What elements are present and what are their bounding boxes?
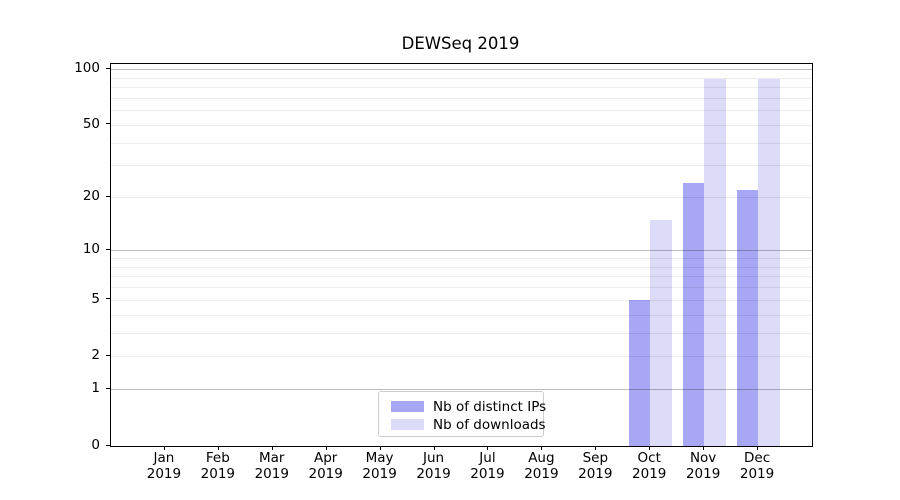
minor-gridline — [111, 124, 812, 126]
legend-swatch-distinct-ips — [391, 401, 424, 412]
y-tick-label: 2 — [91, 347, 100, 364]
legend-item-downloads: Nb of downloads — [391, 416, 546, 433]
y-tick-label: 1 — [91, 380, 100, 397]
minor-gridline — [111, 197, 812, 199]
y-axis-tick — [106, 444, 110, 446]
x-axis-tick — [325, 446, 327, 450]
minor-gridline — [111, 276, 812, 278]
y-axis-tick — [106, 67, 110, 69]
x-tick-label: Feb 2019 — [200, 450, 236, 482]
y-axis-tick — [106, 354, 110, 356]
x-axis-tick — [433, 446, 435, 450]
legend-swatch-downloads — [391, 419, 424, 430]
y-axis-tick — [106, 195, 110, 197]
x-tick-label: Oct 2019 — [632, 450, 667, 482]
bar-ips-nov — [682, 183, 705, 446]
x-axis-tick — [163, 446, 165, 450]
x-tick-label: Jun 2019 — [416, 450, 451, 482]
minor-gridline — [111, 356, 812, 358]
minor-gridline — [111, 110, 812, 112]
minor-gridline — [111, 142, 812, 144]
y-tick-label: 5 — [91, 290, 100, 307]
x-tick-label: Jan 2019 — [146, 450, 182, 482]
x-tick-label: Sep 2019 — [578, 450, 613, 482]
minor-gridline — [111, 287, 812, 289]
minor-gridline — [111, 97, 812, 99]
major-gridline — [111, 389, 812, 391]
x-axis-tick — [217, 446, 219, 450]
x-tick-label: Nov 2019 — [685, 450, 721, 482]
y-axis-tick — [106, 123, 110, 125]
chart-legend: Nb of distinct IPs Nb of downloads — [378, 391, 546, 437]
x-axis-tick — [487, 446, 489, 450]
bar-downloads-dec — [758, 79, 780, 446]
major-gridline — [111, 69, 812, 70]
x-axis-tick — [649, 446, 651, 450]
x-axis-tick — [271, 446, 273, 450]
y-axis-tick — [106, 387, 110, 389]
minor-gridline — [111, 165, 812, 167]
legend-item-distinct-ips: Nb of distinct IPs — [391, 398, 546, 415]
minor-gridline — [111, 299, 812, 301]
minor-gridline — [111, 257, 812, 259]
y-tick-label: 20 — [82, 188, 100, 205]
x-tick-label: Jul 2019 — [470, 450, 505, 482]
minor-gridline — [111, 314, 812, 316]
chart-title: DEWSeq 2019 — [401, 34, 520, 53]
y-tick-label: 50 — [82, 115, 100, 132]
y-axis-tick — [106, 248, 110, 250]
x-axis-tick — [379, 446, 381, 450]
bar-downloads-nov — [704, 79, 726, 446]
x-axis-tick — [703, 446, 705, 450]
y-tick-label: 0 — [91, 437, 100, 453]
major-gridline — [111, 250, 812, 252]
legend-label-downloads: Nb of downloads — [433, 416, 546, 433]
x-axis-tick — [757, 446, 759, 450]
x-tick-label: Mar 2019 — [254, 450, 289, 482]
minor-gridline — [111, 77, 812, 79]
y-tick-label: 10 — [82, 241, 100, 258]
x-axis-tick — [595, 446, 597, 450]
x-tick-label: Aug 2019 — [524, 450, 559, 482]
y-tick-label: 100 — [74, 60, 100, 76]
x-tick-label: Apr 2019 — [308, 450, 343, 482]
legend-label-distinct-ips: Nb of distinct IPs — [433, 398, 547, 415]
x-tick-label: Dec 2019 — [739, 450, 775, 482]
minor-gridline — [111, 332, 812, 334]
x-tick-label: May 2019 — [362, 450, 397, 482]
bar-ips-oct — [628, 299, 651, 446]
x-axis-tick — [541, 446, 543, 450]
plot-area — [110, 63, 813, 447]
y-axis-tick — [106, 298, 110, 300]
minor-gridline — [111, 87, 812, 89]
minor-gridline — [111, 266, 812, 268]
bar-ips-dec — [736, 189, 759, 446]
bar-downloads-oct — [650, 219, 672, 446]
